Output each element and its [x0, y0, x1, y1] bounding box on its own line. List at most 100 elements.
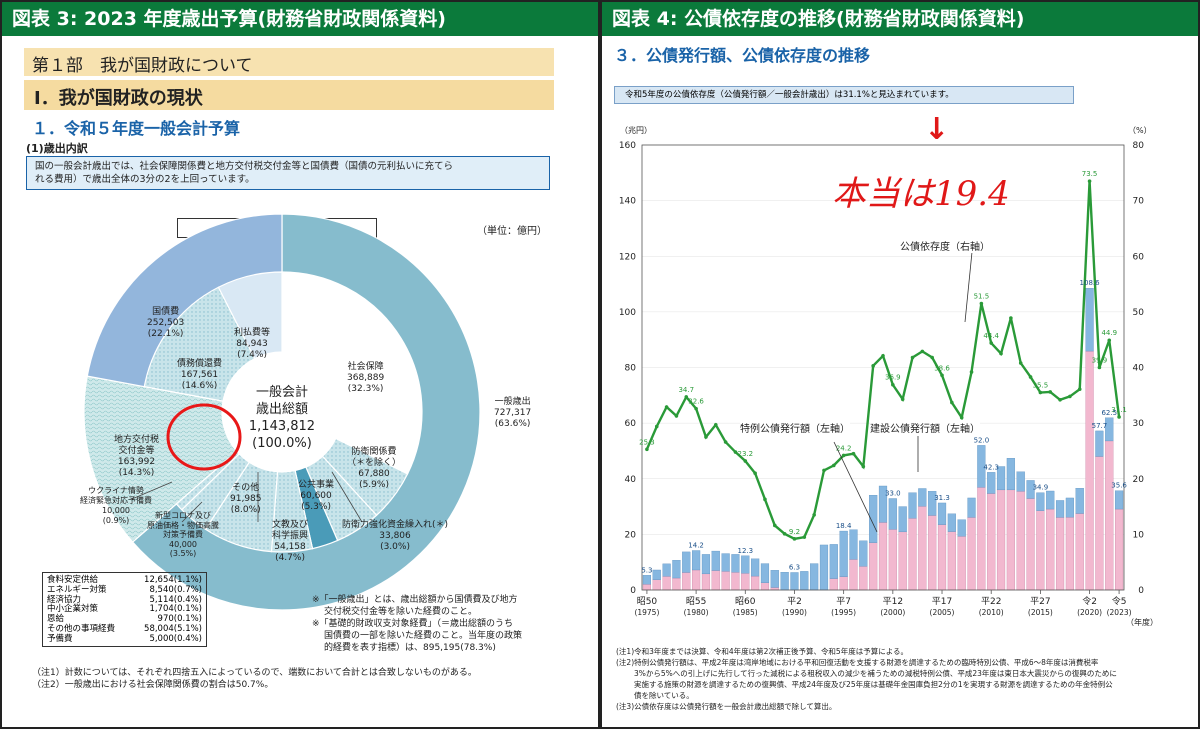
construction-bond-bar [878, 485, 888, 523]
special-bond-bar [760, 582, 770, 591]
dependency-point [664, 405, 669, 409]
x-tick-year: (2023) [1107, 608, 1132, 617]
data-label: 36.9 [885, 374, 901, 382]
construction-bond-bar [800, 571, 809, 591]
left-footnotes: （注1）計数については、それぞれ四捨五入によっているので、端数において合計とは合… [32, 668, 477, 690]
dependency-point [802, 535, 807, 539]
dependency-point [723, 440, 728, 444]
construction-bond-bar [760, 563, 770, 583]
data-label: 52.0 [974, 436, 990, 444]
dependency-point [645, 447, 649, 452]
label-general: 一般歳出 727,317 (63.6%) [494, 397, 532, 429]
dependency-point [704, 435, 708, 439]
construction-bond-bar [918, 488, 927, 507]
special-bond-bar [908, 518, 917, 591]
construction-bond-bar [642, 575, 652, 585]
left-tick-label: 120 [619, 252, 636, 262]
construction-bond-bar [662, 563, 671, 577]
construction-annotation: 建設公債発行額（左軸） [870, 420, 980, 435]
x-axis-label: （年度） [1126, 617, 1158, 627]
special-bond-bar [849, 559, 858, 591]
right-tick-label: 50 [1133, 308, 1145, 318]
data-label: 18.4 [836, 522, 852, 530]
x-tick-label: 令2 [1082, 595, 1097, 607]
label-covid: 新型コロナ及び 原油価格・物価高騰 対策予備費 40,000 (3.5%) [147, 511, 219, 558]
data-label: 14.2 [688, 542, 704, 550]
special-bond-bar [1114, 508, 1124, 591]
breakdown-label: その他の事項経費 [47, 623, 116, 634]
left-tick-label: 20 [625, 530, 637, 540]
construction-bond-bar [829, 544, 838, 579]
x-tick-label: 昭60 [735, 596, 756, 607]
data-label: 9.2 [789, 528, 800, 536]
budget-donut [83, 213, 481, 611]
data-label: 32.6 [688, 398, 704, 406]
breakdown-row: 恩給 970(0.1%) [47, 614, 202, 625]
x-tick-label: 昭55 [686, 596, 706, 607]
special-bond-bar [1105, 440, 1114, 591]
x-tick-year: (2010) [979, 608, 1004, 617]
handwritten-note: 本当は19.4 [832, 174, 1010, 214]
dependency-point [930, 355, 934, 360]
construction-bond-bar [987, 472, 996, 494]
right-tick-label: 20 [1133, 475, 1145, 485]
breakdown-row: 食料安定供給 12,654(1.1%) [47, 575, 202, 586]
dependency-point [851, 451, 856, 456]
dependency-point [1009, 316, 1013, 320]
breakdown-value: 970(0.1%) [157, 614, 202, 625]
intro-box: 国の一般会計歳出では、社会保障関係費と地方交付税交付金等と国債費（国債の元利払い… [26, 156, 550, 190]
dependency-point [694, 406, 698, 411]
breakdown-row: 中小企業対策 1,704(0.1%) [47, 605, 202, 615]
dependency-point [713, 422, 718, 427]
left-tick-label: 160 [619, 141, 636, 151]
dependency-point [1028, 375, 1033, 379]
breakdown-label: 経済協力 [47, 594, 82, 605]
notes-right: ※「一般歳出」とは、歳出総額から国債費及び地方 交付税交付金等を除いた経費のこと… [312, 595, 523, 653]
special-bond-bar [928, 515, 937, 591]
data-label: 31.3 [934, 494, 950, 502]
data-label: 51.5 [974, 293, 990, 301]
dependency-point [910, 355, 915, 360]
construction-bond-bar [869, 495, 878, 543]
construction-bond-bar [790, 572, 799, 591]
ukraine-leader [131, 481, 173, 500]
construction-bond-bar [1065, 497, 1074, 518]
special-bond-bar [1006, 489, 1015, 591]
dependency-point [1087, 179, 1092, 183]
dependency-point [920, 349, 925, 354]
special-bond-bar [1016, 491, 1025, 591]
center-line-1: 一般会計 [255, 385, 308, 400]
dependency-point [900, 397, 905, 402]
special-bond-bar [701, 573, 711, 591]
special-bond-bar [642, 584, 652, 591]
dependency-point [999, 351, 1003, 356]
intro-line-2: れる費用）で歳出全体の3分の2を上回っています。 [35, 174, 255, 185]
construction-bond-bar [731, 554, 740, 573]
center-line-2: 歳出総額 [255, 402, 308, 417]
construction-bond-bar [908, 492, 917, 519]
label-defense: 防衛関係費 （＊を除く） 67,880 (5.9%) [347, 447, 402, 490]
construction-bond-bar [898, 506, 907, 533]
x-tick-label: 平12 [883, 596, 903, 607]
construction-bond-bar [977, 445, 986, 488]
label-local: 地方交付税 交付金等 163,992 (14.3%) [114, 435, 160, 478]
special-bond-bar [878, 522, 888, 591]
special-bond-bar [967, 517, 976, 591]
special-bond-bar [1085, 350, 1094, 591]
construction-bond-bar [819, 544, 829, 591]
construction-bond-bar [672, 560, 681, 579]
donut-center [222, 352, 342, 472]
special-bond-bar [741, 573, 750, 591]
dependency-point [832, 463, 836, 468]
dependency-point [822, 468, 826, 473]
label-public-works: 公共事業 60,600 (5.3%) [298, 480, 335, 512]
x-tick-year: (2000) [880, 608, 905, 617]
construction-bond-bar [751, 558, 760, 577]
section-title-bar: Ⅰ．我が国財政の現状 [24, 80, 554, 110]
special-bond-bar [888, 529, 897, 591]
special-bond-bar [918, 506, 927, 591]
dependency-point [1107, 338, 1112, 343]
breakdown-label: 恩給 [47, 614, 65, 625]
dependency-point [989, 341, 994, 345]
data-label: 23.2 [737, 450, 753, 458]
